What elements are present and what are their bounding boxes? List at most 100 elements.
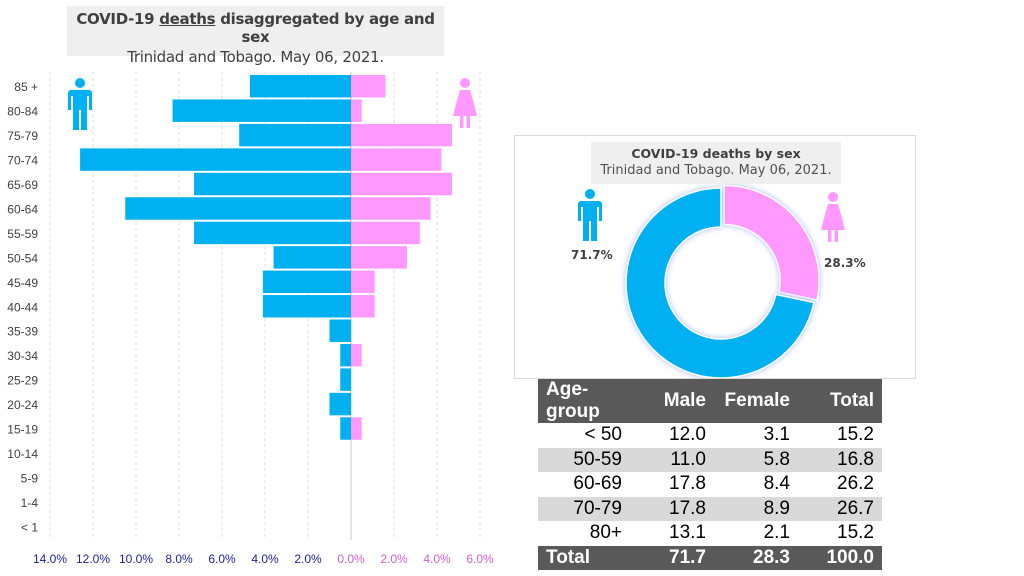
donut-subtitle: Trinidad and Tobago. May 06, 2021. [600, 163, 832, 178]
x-tick-female: 6.0% [466, 552, 494, 566]
female-bar [351, 221, 420, 245]
cell: 11.0 [630, 447, 714, 472]
cell: 50-59 [538, 447, 630, 472]
age-label: 35-39 [7, 325, 38, 339]
age-label: 45-49 [7, 276, 38, 290]
cell: Total [538, 545, 630, 570]
cell: 26.7 [798, 496, 882, 521]
age-label: 65-69 [7, 178, 38, 192]
table-header-row: Age-group Male Female Total [538, 379, 882, 423]
cell: 70-79 [538, 496, 630, 521]
male-slice [625, 187, 815, 378]
table-row: 60-69 17.8 8.4 26.2 [538, 472, 882, 497]
female-icon [821, 192, 845, 242]
pyramid-title: COVID-19 deaths disaggregated by age and… [76, 10, 435, 46]
icon-leg [466, 116, 470, 128]
table-row: 50-59 11.0 5.8 16.8 [538, 447, 882, 472]
x-tick-female: 0.0% [337, 552, 365, 566]
female-bar [351, 197, 431, 220]
age-label: 50-54 [7, 251, 38, 265]
icon-head [585, 189, 595, 199]
header-female: Female [714, 379, 798, 423]
age-label: 40-44 [7, 300, 38, 314]
icon-dress [821, 204, 845, 230]
female-slice [723, 184, 820, 301]
female-bar [351, 343, 362, 367]
male-icon [68, 78, 92, 130]
cell: 100.0 [798, 545, 882, 570]
female-bar [351, 295, 375, 318]
male-bar [239, 123, 351, 147]
pyramid-subtitle: Trinidad and Tobago. May 06, 2021. [127, 48, 384, 66]
icon-body [68, 90, 92, 130]
age-label: 55-59 [7, 227, 38, 241]
age-label: 75-79 [7, 129, 38, 143]
male-bar [262, 270, 351, 294]
male-bar [262, 295, 351, 318]
x-tick-male: 10.0% [119, 552, 153, 566]
cell: 2.1 [763, 522, 790, 544]
male-bar [329, 392, 351, 416]
icon-leg [828, 230, 832, 242]
cell: 80+ [589, 522, 622, 544]
age-label: 30-34 [7, 349, 38, 363]
age-label: 20-24 [7, 398, 38, 412]
icon-leg [460, 116, 464, 128]
male-bar [340, 343, 351, 367]
male-bar [125, 197, 351, 220]
x-tick-female: 4.0% [423, 552, 451, 566]
age-label: 15-19 [7, 423, 38, 437]
cell: 17.8 [669, 473, 706, 495]
icon-dress [453, 90, 477, 116]
male-bar [273, 246, 351, 269]
female-percent-label: 28.3% [824, 256, 866, 270]
cell: 71.7 [630, 545, 714, 570]
female-bar [351, 148, 442, 171]
female-bar [351, 270, 375, 294]
male-percent-label: 71.7% [571, 248, 613, 262]
male-bar [249, 75, 351, 98]
female-bar [351, 172, 453, 196]
header-total: Total [798, 379, 882, 423]
x-tick-male: 6.0% [208, 552, 236, 566]
x-tick-male: 2.0% [294, 552, 322, 566]
age-label: < 1 [21, 520, 38, 534]
cell: 26.2 [837, 473, 874, 495]
cell: 60-69 [573, 473, 622, 495]
x-tick-male: 8.0% [165, 552, 193, 566]
table-row: 80+ 13.1 2.1 15.2 [538, 521, 882, 546]
pyramid-title-box: COVID-19 deaths disaggregated by age and… [67, 6, 444, 66]
male-bar [340, 417, 351, 440]
icon-head [828, 192, 838, 202]
cell: 28.3 [714, 545, 798, 570]
male-icon [578, 189, 602, 241]
age-label: 10-14 [7, 447, 38, 461]
age-label: 85 + [14, 80, 38, 94]
table-total-row: Total 71.7 28.3 100.0 [538, 545, 882, 570]
age-label: 60-64 [7, 202, 38, 216]
donut-title: COVID-19 deaths by sex [631, 146, 801, 161]
female-icon [453, 78, 477, 128]
cell: 12.0 [669, 424, 706, 446]
age-label: 1-4 [21, 496, 39, 510]
cell: 5.8 [714, 447, 798, 472]
male-bar [194, 221, 351, 245]
x-tick-male: 12.0% [76, 552, 110, 566]
donut-title-box: COVID-19 deaths by sex Trinidad and Toba… [591, 142, 841, 184]
pyramid-chart: 85 + 80-84 75-79 70-74 65-69 60-64 55-59 50-54 4… [7, 72, 494, 566]
table-row: 70-79 17.8 8.9 26.7 [538, 496, 882, 521]
donut-chart [578, 184, 845, 378]
female-bar [351, 75, 386, 98]
header-male: Male [630, 379, 714, 423]
cell: < 50 [584, 424, 622, 446]
header-age-group: Age-group [538, 379, 630, 423]
age-label: 25-29 [7, 374, 38, 388]
female-bar [351, 123, 453, 147]
cell: 17.8 [630, 496, 714, 521]
icon-head [460, 78, 470, 88]
female-bar [351, 417, 362, 440]
cell: 8.9 [714, 496, 798, 521]
female-bar [351, 246, 407, 269]
donut-chart-box: COVID-19 deaths by sex Trinidad and Toba… [514, 135, 916, 379]
cell: 16.8 [798, 447, 882, 472]
